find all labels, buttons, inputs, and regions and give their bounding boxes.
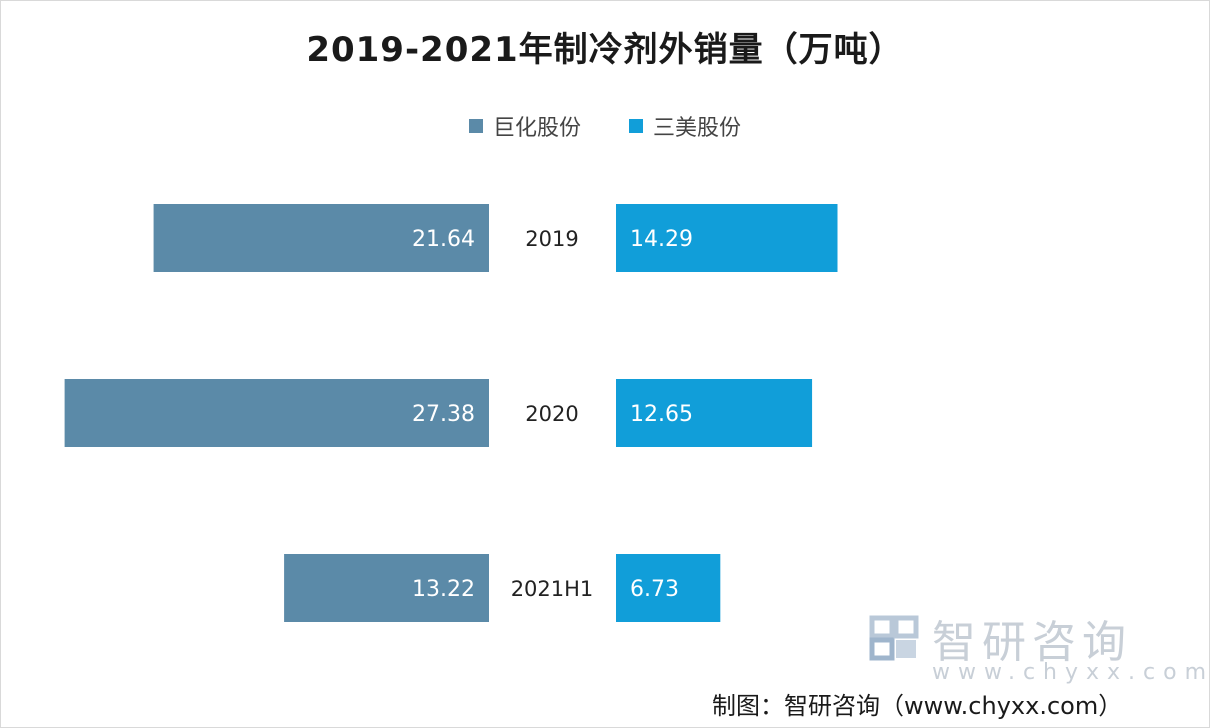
- watermark-name: 智研咨询: [932, 617, 1132, 668]
- bar-left-2019: [153, 204, 489, 272]
- chart-legend: 巨化股份 三美股份: [0, 110, 1210, 142]
- legend-swatch-sm: [629, 119, 643, 133]
- data-label-right-2021H1: 6.73: [630, 577, 679, 602]
- data-label-left-2021H1: 13.22: [412, 577, 475, 602]
- category-label-2020: 2020: [525, 402, 578, 426]
- legend-swatch-jh: [468, 119, 483, 133]
- bar-left-2021H1: [284, 554, 489, 622]
- watermark-logo: 智研咨询: [868, 606, 1132, 670]
- legend-item-sm: 三美股份: [629, 110, 741, 142]
- legend-label-sm: 三美股份: [653, 116, 742, 141]
- data-label-right-2019: 14.29: [630, 227, 693, 252]
- logo-mark-icon: [868, 612, 920, 664]
- category-label-2019: 2019: [525, 227, 578, 251]
- data-label-left-2019: 21.64: [412, 227, 475, 252]
- chart-title: 2019-2021年制冷剂外销量（万吨）: [306, 30, 904, 70]
- source-note: 制图：智研咨询（www.chyxx.com）: [712, 692, 1123, 720]
- legend-item-jh: 巨化股份: [468, 110, 581, 142]
- bar-right-2021H1: [616, 554, 721, 622]
- bar-right-2020: [616, 379, 813, 447]
- bar-right-2019: [616, 204, 838, 272]
- bar-left-2020: [64, 379, 490, 447]
- data-label-right-2020: 12.65: [630, 402, 693, 427]
- category-label-2021H1: 2021H1: [511, 577, 594, 601]
- legend-label-jh: 巨化股份: [492, 116, 581, 141]
- watermark-url: www.chyxx.com: [932, 660, 1210, 685]
- data-label-left-2020: 27.38: [412, 402, 475, 427]
